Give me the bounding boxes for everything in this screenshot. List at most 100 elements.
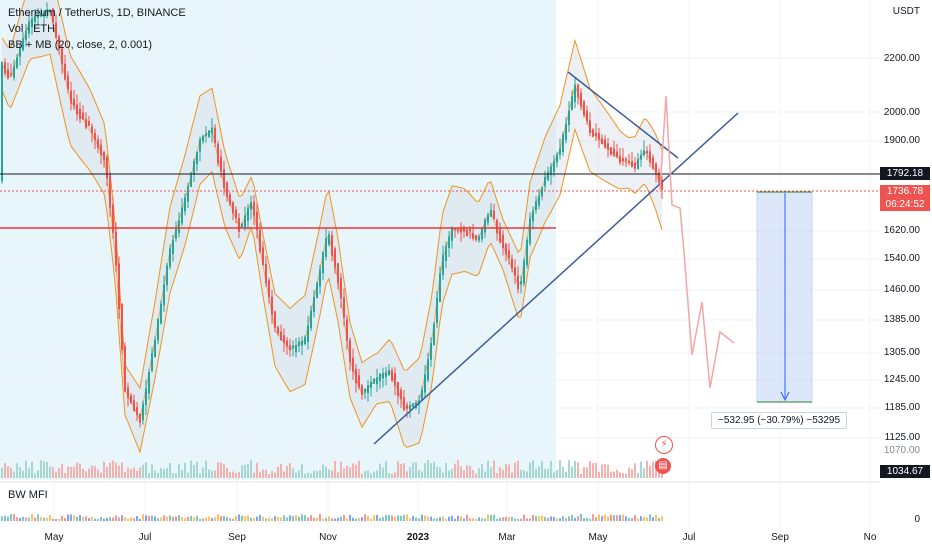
candle [94,132,96,141]
indicator-legend[interactable]: BB + MB (20, close, 2, 0.001) [8,39,152,51]
volume-bar [532,460,534,478]
volume-bar [304,473,306,478]
volume-bar [124,472,126,478]
volume-bar [34,473,36,478]
candle [259,229,261,252]
mfi-bar [226,517,228,521]
volume-bar [424,463,426,478]
measure-arrowhead [780,391,790,402]
candle [37,14,39,18]
volume-bar [157,472,159,478]
volume-bar [145,462,147,478]
candle [58,35,60,50]
candle [337,263,339,284]
mfi-bar [220,516,222,521]
mfi-bar [88,518,90,521]
candles [1,2,663,428]
volume-bar [598,471,600,478]
candle [283,335,285,343]
candle [106,156,108,179]
candle [502,234,504,249]
mfi-bar [565,518,567,521]
candle [262,247,264,265]
candle [451,227,453,241]
volume-bar [313,470,315,478]
candle [571,96,573,111]
volume-bar [499,467,501,478]
candle [436,297,438,323]
volume-bar [256,462,258,478]
mfi-bar [493,514,495,521]
price-label: 1540.00 [883,253,920,264]
volume-bar [70,467,72,478]
volume-bar [79,463,81,478]
drawings[interactable] [0,71,880,445]
trendline-falling [567,71,679,159]
mfi-bar [580,514,582,521]
mfi-bar [430,516,432,521]
candle [91,126,93,134]
mfi-bar [394,516,396,521]
us-flag-icon[interactable]: ▤ [655,458,671,474]
candle [562,134,564,153]
volume-bar [223,464,225,478]
mfi-bar [271,518,273,521]
mfi-bar [247,515,249,521]
volume-bar [349,467,351,478]
candle [640,154,642,160]
last-price-tag: 1736.78 [880,185,930,198]
mfi-bar [85,516,87,521]
mfi-bar [631,517,633,521]
time-label: 2023 [406,532,430,543]
mfi-bar [28,517,30,521]
candle [97,139,99,149]
mfi-bar [382,517,384,521]
mfi-bar [43,517,45,521]
candle [574,84,576,102]
candle [409,405,411,410]
candle [88,121,90,126]
mfi-bar [610,514,612,521]
mfi-bar [4,515,6,521]
price-axis[interactable]: USDT 2200.00 2000.00 1900.00 1620.00 154… [880,0,932,550]
candle [520,281,522,285]
candle [31,18,33,28]
candle [67,75,69,90]
volume-bar [640,461,642,478]
candle [427,359,429,381]
mfi-legend[interactable]: BW MFI [8,489,48,501]
mfi-bar [607,516,609,521]
mfi-bar [442,516,444,521]
mfi-bar [157,518,159,521]
volume-bar [154,470,156,478]
measure-label[interactable]: −532.95 (−30.79%) −53295 [711,412,848,429]
mfi-bar [100,516,102,521]
mfi-bar [409,518,411,521]
candle [280,331,282,341]
candle [79,108,81,120]
candle [394,372,396,386]
volume-bar [484,471,486,478]
volume-bar [385,461,387,478]
candle [343,297,345,318]
candle [7,69,9,79]
candle [136,407,138,416]
candle [82,112,84,120]
mfi-bar [328,516,330,521]
symbol-legend[interactable]: Ethereum / TetherUS, 1D, BINANCE [8,7,186,19]
mfi-bar [439,517,441,521]
volume-bar [487,460,489,478]
lightning-icon[interactable]: ⚡ [655,436,673,454]
candle [325,237,327,257]
mfi-bar [634,515,636,521]
candle [61,48,63,65]
volume-bar [214,470,216,478]
candle [463,227,465,232]
mfi-bar [22,516,24,521]
volume-bar [460,466,462,478]
mfi-bar [304,515,306,521]
volume-bar [13,471,15,478]
mfi-bar [574,518,576,521]
volume-legend[interactable]: Vol · ETH [8,23,56,35]
